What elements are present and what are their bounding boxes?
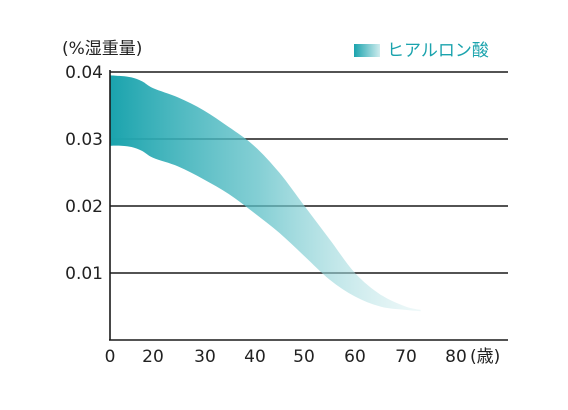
x-tick-label-60: 60 (344, 347, 366, 367)
legend-label: ヒアルロン酸 (387, 41, 489, 61)
legend-swatch (354, 44, 380, 57)
x-axis-label: (歳) (470, 347, 500, 367)
x-tick-label-0: 0 (105, 347, 116, 367)
legend: ヒアルロン酸 (354, 41, 489, 61)
x-tick-label-20: 20 (142, 347, 164, 367)
x-tick-label-80: 80 (445, 347, 467, 367)
x-tick-label-30: 30 (194, 347, 216, 367)
y-tick-label-0.02: 0.02 (65, 197, 103, 217)
y-axis-label: (%湿重量) (62, 39, 142, 59)
y-tick-label-0.01: 0.01 (65, 264, 103, 284)
y-tick-label-0.04: 0.04 (65, 63, 103, 83)
x-tick-label-70: 70 (395, 347, 417, 367)
y-tick-labels: 0.04 0.03 0.02 0.01 (65, 63, 103, 284)
x-tick-labels: 0 20 30 40 50 60 70 80 (105, 347, 467, 367)
x-tick-label-50: 50 (293, 347, 315, 367)
y-tick-label-0.03: 0.03 (65, 130, 103, 150)
axes (109, 70, 508, 341)
series-band-layer (110, 75, 421, 312)
series-band-0 (110, 75, 421, 312)
x-tick-label-40: 40 (244, 347, 266, 367)
